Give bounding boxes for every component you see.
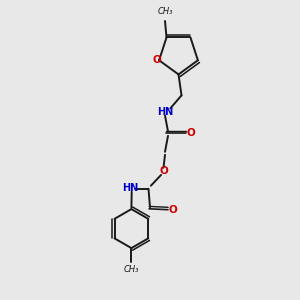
Text: HN: HN xyxy=(122,183,138,193)
Text: CH₃: CH₃ xyxy=(124,265,139,274)
Text: O: O xyxy=(168,205,177,215)
Text: O: O xyxy=(159,166,168,176)
Text: HN: HN xyxy=(157,107,173,117)
Text: O: O xyxy=(186,128,195,138)
Text: O: O xyxy=(152,55,161,65)
Text: CH₃: CH₃ xyxy=(157,7,173,16)
